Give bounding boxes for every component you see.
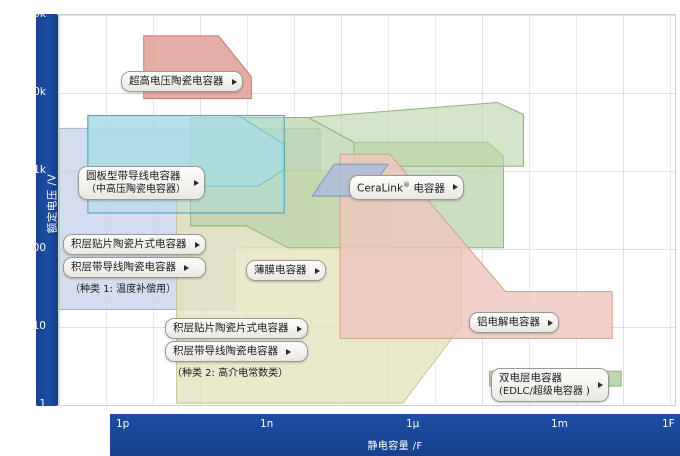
registered-trademark-icon: ® bbox=[403, 181, 411, 189]
callout-group-mlcc-class2: 积层贴片陶瓷片式电容器 积层带导线陶瓷电容器 （种类 2: 高介电常数类） bbox=[165, 318, 308, 379]
callout-mlcc-class1-line1: 积层贴片陶瓷片式电容器 bbox=[71, 238, 187, 250]
callout-ceralink-prefix: CeraLink bbox=[357, 182, 404, 195]
callout-edlc[interactable]: 双电层电容器 (EDLC/超级电容器 ) bbox=[491, 368, 609, 402]
callout-disc-lead-line1: 圆板型带导线电容器 bbox=[86, 170, 181, 182]
callout-aluminum-label: 铝电解电容器 bbox=[477, 316, 540, 328]
callout-edlc-line2: (EDLC/超级电容器 ) bbox=[499, 386, 590, 397]
x-tick-1u: 1μ bbox=[406, 418, 420, 430]
x-axis-title: 静电容量 /F bbox=[367, 441, 423, 452]
y-tick-100k: 100k bbox=[19, 8, 46, 20]
callout-disc-lead-line2: （中高压陶瓷电容器） bbox=[86, 184, 186, 195]
callout-aluminum-electrolytic[interactable]: 铝电解电容器 bbox=[469, 312, 559, 333]
y-axis-bar: 100k 10k 1k 100 10 1 额定电压 /V bbox=[20, 9, 59, 410]
callout-ultra-high-voltage-label: 超高电压陶瓷电容器 bbox=[129, 75, 224, 87]
chevron-right-icon bbox=[194, 241, 200, 248]
callout-mlcc-class2-smd[interactable]: 积层贴片陶瓷片式电容器 bbox=[165, 318, 308, 339]
callout-mlcc-class2-line1: 积层贴片陶瓷片式电容器 bbox=[173, 322, 289, 334]
y-tick-1k: 1k bbox=[33, 164, 46, 176]
callout-ceralink-suffix: 电容器 bbox=[410, 182, 445, 195]
callout-film[interactable]: 薄膜电容器 bbox=[246, 260, 326, 281]
callout-mlcc-class1-leaded[interactable]: 积层带导线陶瓷电容器 bbox=[63, 257, 206, 278]
callout-group-mlcc-class1: 积层贴片陶瓷片式电容器 积层带导线陶瓷电容器 （种类 1: 温度补偿用） bbox=[63, 234, 206, 295]
chevron-right-icon bbox=[314, 267, 320, 274]
x-axis-bar: 1p 1n 1μ 1m 1F 静电容量 /F bbox=[110, 414, 680, 456]
region-aluminum-electrolytic[interactable] bbox=[339, 153, 613, 339]
chevron-right-icon bbox=[452, 184, 458, 191]
callout-ceralink[interactable]: CeraLink® 电容器 bbox=[349, 175, 464, 200]
callout-mlcc-class2-leaded[interactable]: 积层带导线陶瓷电容器 bbox=[165, 341, 308, 362]
callout-mlcc-class2-line2: 积层带导线陶瓷电容器 bbox=[173, 345, 278, 357]
y-tick-1: 1 bbox=[39, 398, 46, 410]
callout-ultra-high-voltage[interactable]: 超高电压陶瓷电容器 bbox=[121, 71, 243, 92]
callout-film-label: 薄膜电容器 bbox=[254, 264, 307, 276]
callout-mlcc-class1-smd[interactable]: 积层贴片陶瓷片式电容器 bbox=[63, 234, 206, 255]
chevron-right-icon bbox=[184, 264, 189, 271]
plot-area: 超高电压陶瓷电容器 圆板型带导线电容器 （中高压陶瓷电容器） 积层贴片陶瓷片式电… bbox=[58, 14, 676, 406]
chevron-right-icon bbox=[286, 348, 291, 355]
callout-mlcc-class2-line3: （种类 2: 高介电常数类） bbox=[172, 368, 289, 379]
y-tick-100: 100 bbox=[25, 242, 46, 254]
callout-disc-lead[interactable]: 圆板型带导线电容器 （中高压陶瓷电容器） bbox=[78, 166, 205, 200]
y-tick-10k: 10k bbox=[26, 86, 46, 98]
chevron-right-icon bbox=[194, 180, 199, 186]
chevron-right-icon bbox=[296, 325, 302, 332]
x-tick-1p: 1p bbox=[116, 418, 130, 430]
chevron-right-icon bbox=[231, 78, 237, 85]
chevron-right-icon bbox=[548, 319, 553, 326]
y-tick-10: 10 bbox=[32, 320, 46, 332]
callout-mlcc-class1-line3: （种类 1: 温度补偿用） bbox=[70, 284, 177, 295]
callout-edlc-line1: 双电层电容器 bbox=[499, 372, 562, 384]
x-tick-1F: 1F bbox=[662, 418, 675, 430]
region-film-upper[interactable] bbox=[306, 102, 524, 167]
x-tick-1m: 1m bbox=[551, 418, 568, 430]
callout-mlcc-class1-line2: 积层带导线陶瓷电容器 bbox=[71, 261, 176, 273]
x-tick-1n: 1n bbox=[260, 418, 274, 430]
chevron-right-icon bbox=[597, 382, 603, 388]
